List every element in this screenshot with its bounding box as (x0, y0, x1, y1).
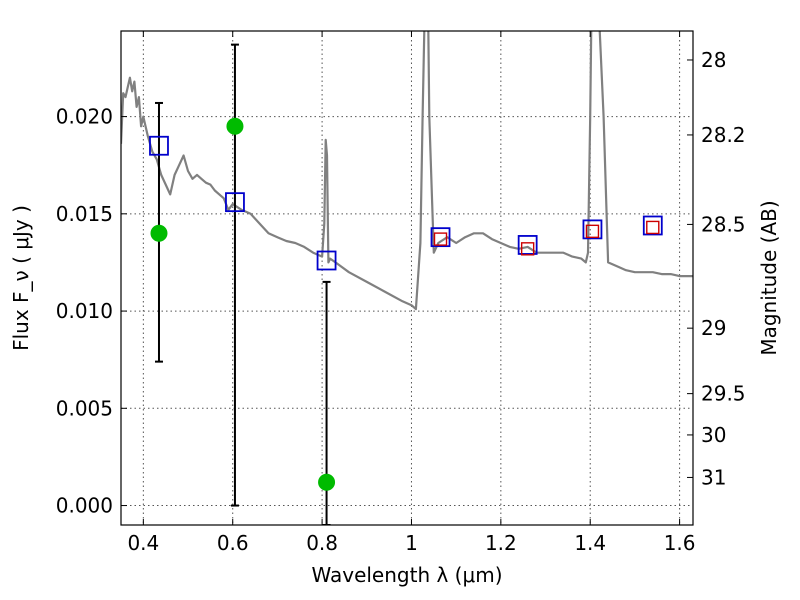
model-marker (149, 135, 169, 156)
y-tick-label: 0.020 (56, 105, 113, 129)
right-tick-label: 28.2 (701, 123, 746, 147)
model-marker (582, 219, 603, 240)
right-ticks: 28 28.2 28.5 29 29.5 30 31 (687, 48, 746, 489)
model-marker (225, 192, 245, 213)
synthetic-marker (585, 224, 600, 239)
x-tick-label: 0.4 (127, 531, 159, 555)
x-tick-label: 0.8 (306, 531, 338, 555)
model-marker (316, 250, 337, 271)
grid-lines (121, 31, 693, 525)
observed-marker (226, 117, 244, 135)
y-tick-label: 0.015 (56, 202, 113, 226)
spectrum-line (121, 31, 693, 311)
x-tick-label: 1 (405, 531, 418, 555)
synthetic-markers (433, 220, 660, 256)
observed-marker (150, 224, 168, 242)
right-tick-label: 28 (701, 48, 726, 72)
observed-markers (150, 117, 336, 491)
model-marker (642, 215, 663, 236)
synthetic-marker (433, 232, 448, 246)
right-tick-label: 31 (701, 465, 726, 489)
y-tick-label: 0.005 (56, 396, 113, 420)
x-tick-label: 1.6 (664, 531, 696, 555)
x-tick-label: 1.4 (574, 531, 606, 555)
x-ticks: 0.4 0.6 0.8 1 1.2 1.4 1.6 (127, 31, 696, 555)
model-markers (149, 135, 663, 271)
model-marker (517, 235, 538, 255)
y-tick-label: 0.000 (56, 494, 113, 518)
model-marker (430, 227, 451, 248)
plot-frame (120, 30, 694, 526)
synthetic-marker (520, 242, 535, 256)
right-tick-label: 29.5 (701, 382, 746, 406)
synthetic-marker (646, 220, 660, 235)
right-tick-label: 29 (701, 316, 726, 340)
observed-marker (318, 473, 336, 491)
right-tick-label: 28.5 (701, 212, 746, 236)
y-tick-label: 0.010 (56, 299, 113, 323)
y-axis-title: Flux F_ν ( μJy ) (9, 205, 33, 351)
y-ticks: 0.000 0.005 0.010 0.015 0.020 (56, 105, 127, 518)
x-axis-title: Wavelength λ (μm) (311, 563, 502, 587)
right-axis-title: Magnitude (AB) (757, 200, 781, 355)
spectrum-layer (121, 31, 693, 311)
right-tick-label: 30 (701, 423, 726, 447)
x-tick-label: 0.6 (217, 531, 249, 555)
x-tick-label: 1.2 (485, 531, 517, 555)
